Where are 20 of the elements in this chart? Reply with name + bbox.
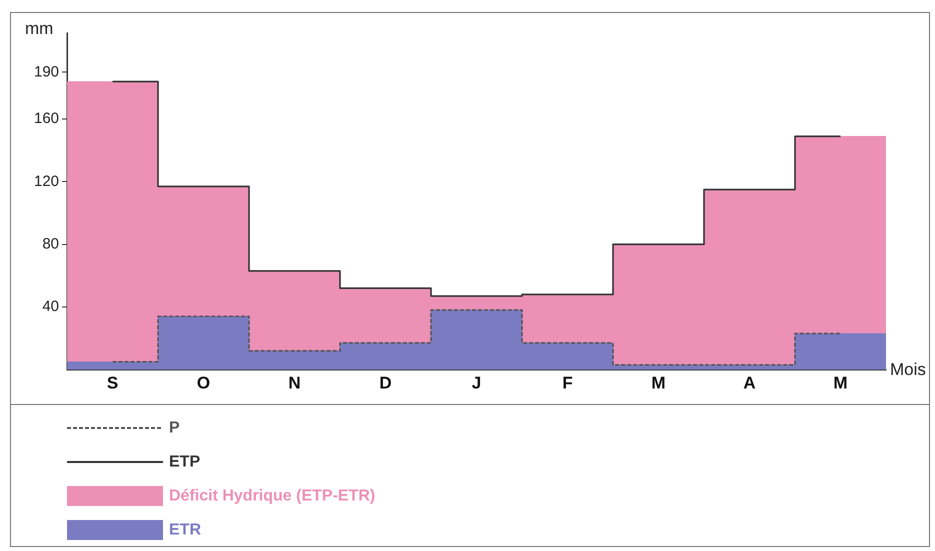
x-tick-label: J bbox=[472, 373, 482, 392]
x-tick-label: S bbox=[106, 373, 118, 392]
text: ETP bbox=[169, 453, 200, 470]
text: Déficit Hydrique (ETP-ETR) bbox=[169, 487, 376, 504]
y-tick-label: 40 bbox=[42, 298, 60, 316]
x-tick-label: F bbox=[562, 373, 573, 392]
text: ETR bbox=[169, 521, 202, 538]
x-tick-label: M bbox=[833, 373, 848, 392]
x-tick-label: A bbox=[743, 373, 756, 392]
x-tick-label: N bbox=[288, 373, 301, 392]
text: P bbox=[169, 419, 180, 436]
x-tick-label: D bbox=[379, 373, 392, 392]
y-tick-label: 120 bbox=[34, 172, 60, 190]
y-tick-label: 190 bbox=[34, 63, 60, 80]
y-axis-title: mm bbox=[25, 19, 54, 39]
x-tick-label: M bbox=[651, 373, 666, 392]
y-tick-label: 160 bbox=[34, 110, 60, 128]
y-tick-label: 80 bbox=[42, 235, 60, 252]
x-tick-label: O bbox=[196, 373, 210, 392]
x-axis-title: Mois bbox=[890, 360, 926, 380]
